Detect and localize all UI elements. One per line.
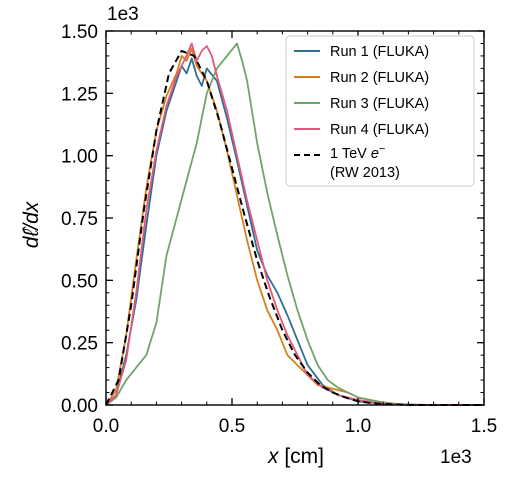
legend-label-run4: Run 4 (FLUKA) bbox=[330, 122, 429, 138]
x-tick-label: 1.0 bbox=[345, 416, 371, 437]
legend: Run 1 (FLUKA) Run 2 (FLUKA) Run 3 (FLUKA… bbox=[285, 35, 475, 187]
legend-label-run1: Run 1 (FLUKA) bbox=[330, 44, 429, 60]
y-tick-label: 1.25 bbox=[61, 84, 98, 105]
series-line-3 bbox=[105, 42, 484, 406]
y-tick-label: 0.00 bbox=[61, 396, 98, 417]
legend-label-run2: Run 2 (FLUKA) bbox=[330, 70, 429, 86]
legend-label-rw2013: 1 TeV e− bbox=[330, 143, 385, 162]
x-axis-label: x [cm] bbox=[267, 445, 324, 468]
x-tick-label: 0.5 bbox=[219, 416, 245, 437]
x-tick-label: 1.5 bbox=[471, 416, 497, 437]
legend-label-rw2013-line2: (RW 2013) bbox=[330, 165, 400, 181]
y-tick-label: 0.25 bbox=[61, 334, 98, 355]
x-tick-label: 0.0 bbox=[93, 416, 119, 437]
legend-frame bbox=[285, 35, 475, 187]
legend-label-run3: Run 3 (FLUKA) bbox=[330, 96, 429, 112]
x-scale-label: 1e3 bbox=[440, 447, 472, 468]
y-scale-label: 1e3 bbox=[107, 4, 139, 25]
y-tick-label: 0.75 bbox=[61, 209, 98, 230]
y-tick-label: 0.50 bbox=[61, 271, 98, 292]
plot-frame bbox=[105, 30, 485, 406]
y-tick-label: 1.00 bbox=[61, 147, 98, 168]
y-axis-label: dℓ̂/dx bbox=[20, 200, 43, 248]
y-tick-label: 1.50 bbox=[61, 22, 98, 43]
